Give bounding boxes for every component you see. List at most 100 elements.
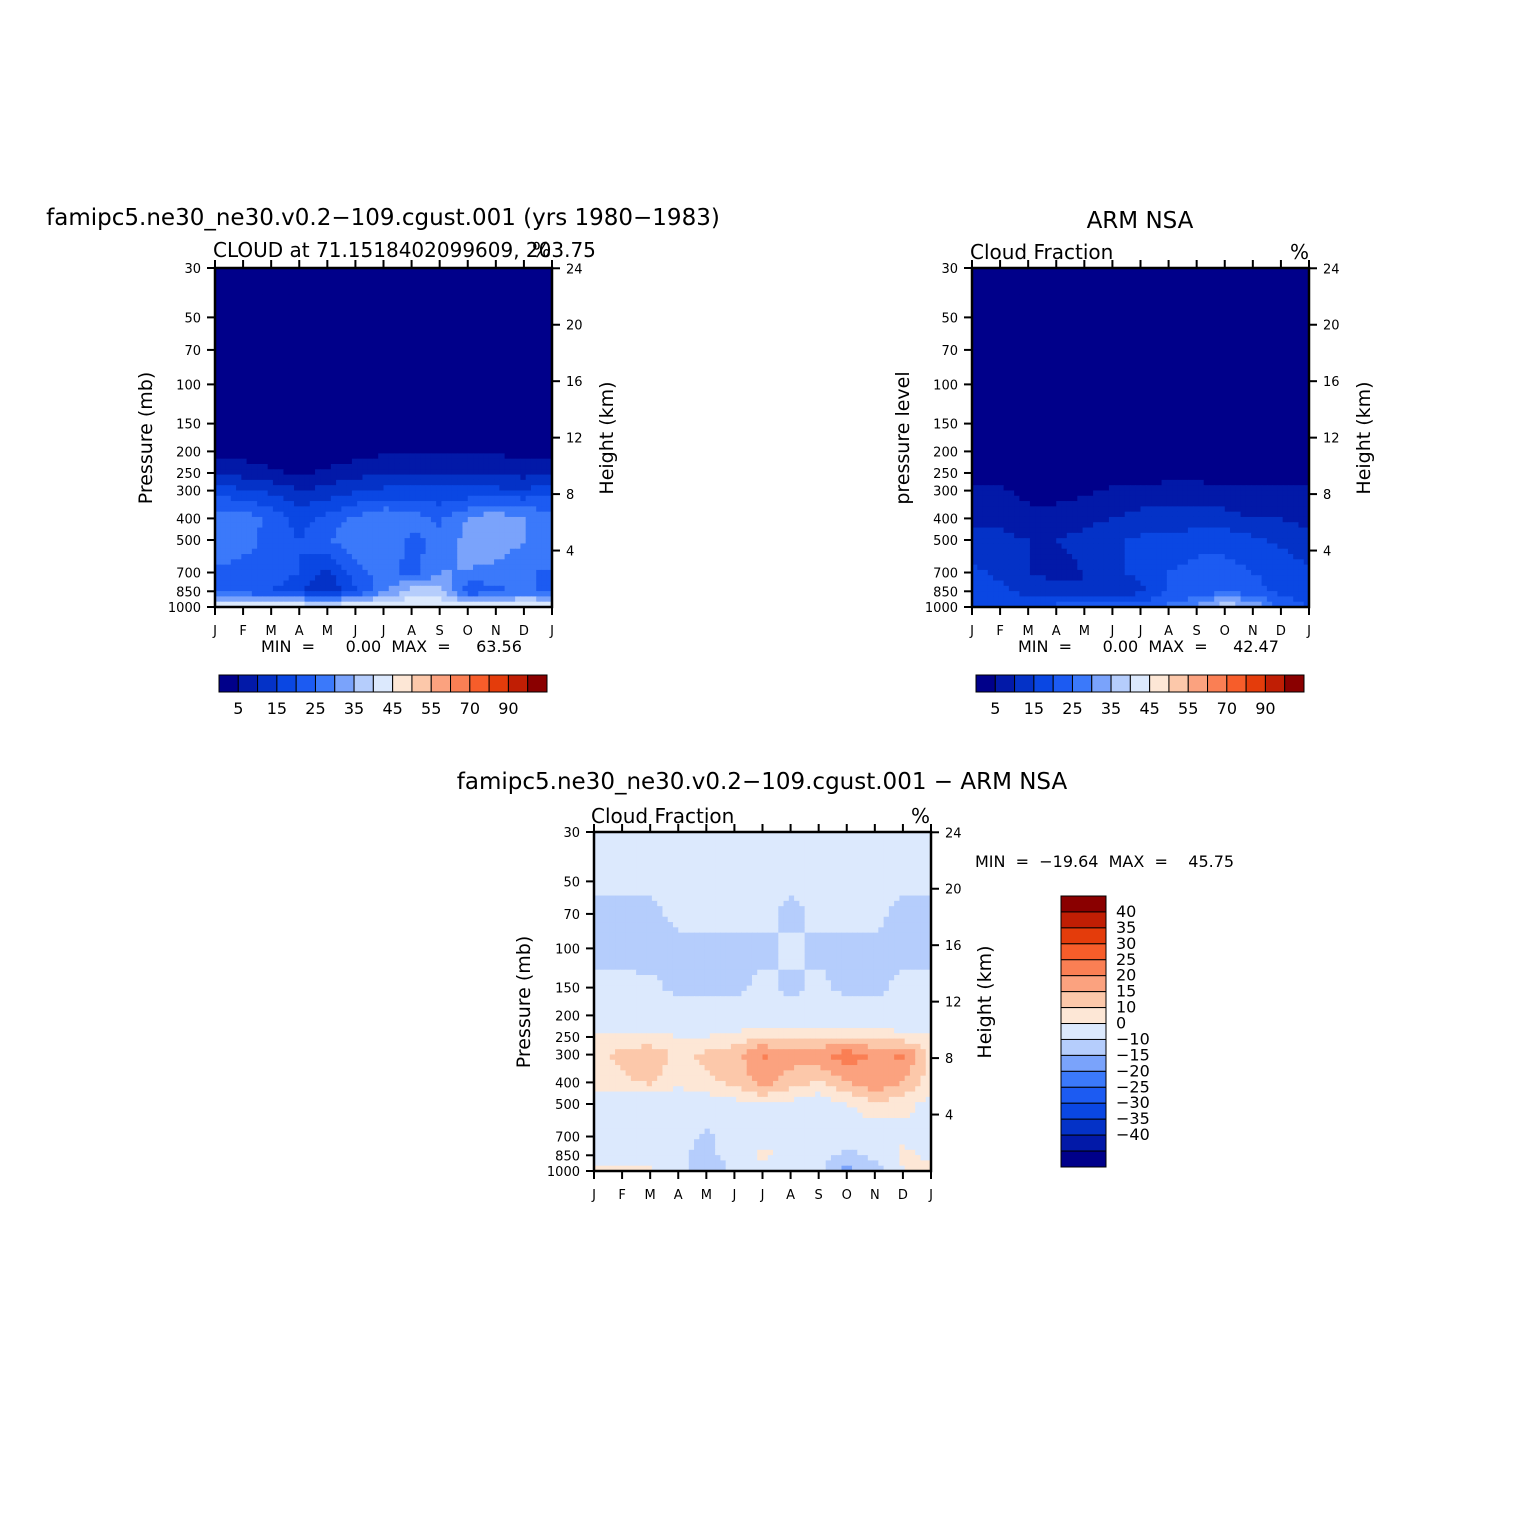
panel-model-cell [367, 347, 374, 354]
panel-obs-cell [972, 326, 978, 333]
panel-model-cell [278, 310, 285, 317]
panel-obs-cell [1193, 299, 1200, 306]
panel-model-cell [215, 543, 221, 550]
panel-model-cell [488, 516, 495, 523]
panel-obs-cell [1014, 294, 1020, 301]
panel-obs-cell [1182, 273, 1189, 280]
panel-model-cell [467, 490, 474, 497]
panel-model-cell [483, 490, 490, 497]
panel-model-cell [362, 543, 369, 550]
panel-model-cell [494, 474, 500, 481]
panel-model-cell [293, 575, 300, 582]
panel-model-cell [446, 294, 453, 301]
panel-model-cell [304, 532, 311, 539]
panel-model-cell [409, 474, 416, 481]
panel-model-cell [436, 283, 443, 290]
panel-model-cell [488, 320, 495, 327]
panel-model-cell [525, 289, 532, 296]
panel-model-cell [525, 575, 532, 582]
panel-obs-cell [1008, 331, 1015, 338]
panel-obs-cell [993, 305, 999, 311]
panel-model-cell [446, 495, 453, 502]
panel-obs-cell [1114, 326, 1121, 333]
panel-model-cell [357, 506, 364, 513]
panel-model-cell [246, 516, 253, 523]
panel-obs-cell [1098, 305, 1105, 311]
panel-model-cell [467, 289, 474, 296]
panel-model-cell [541, 416, 548, 423]
panel-model-cell [404, 442, 411, 449]
panel-model-cell [441, 368, 448, 375]
panel-model-cell [457, 315, 464, 322]
panel-model-cell [351, 506, 358, 513]
panel-model-cell [378, 564, 385, 571]
panel-model-cell [457, 411, 464, 417]
panel-model-cell [388, 559, 395, 566]
panel-model-cell [473, 320, 479, 327]
panel-model-cell [351, 305, 358, 311]
panel-model-cell [546, 294, 553, 301]
panel-model-cell [488, 315, 495, 322]
panel-model-cell [293, 426, 300, 433]
panel-obs-cell [1272, 268, 1279, 274]
panel-model-cell [520, 564, 527, 571]
panel-obs-cell [1166, 320, 1173, 327]
panel-model-cell [220, 310, 227, 317]
panel-model-cell [346, 426, 353, 433]
panel-model-cell [451, 310, 458, 317]
panel-model-cell [394, 368, 400, 375]
panel-model-cell [357, 453, 364, 460]
panel-model-cell [383, 554, 390, 560]
panel-obs-cell [1029, 305, 1036, 311]
panel-model-cell [399, 395, 406, 402]
panel-model-cell [272, 437, 279, 444]
panel-model-cell [251, 273, 258, 280]
panel-model-cell [267, 405, 274, 412]
panel-model-cell [257, 506, 263, 513]
panel-model-cell [215, 490, 221, 497]
panel-model-cell [288, 495, 295, 502]
panel-model-cell [357, 278, 364, 285]
panel-model-cell [409, 532, 416, 539]
panel-model-cell [230, 278, 237, 285]
panel-model-cell [346, 437, 353, 444]
panel-model-cell [388, 389, 395, 396]
panel-model-cell [362, 580, 369, 587]
panel-model-cell [546, 379, 553, 386]
panel-model-xtick-label: F [239, 624, 246, 639]
panel-model-cell [251, 437, 258, 444]
panel-obs-cell [1156, 289, 1163, 296]
panel-obs-cell [1235, 320, 1242, 327]
panel-model-cell [546, 326, 553, 333]
panel-model-cell [336, 347, 342, 354]
panel-model-cell [467, 336, 474, 343]
panel-model-cell [404, 384, 411, 391]
panel-model-cell [367, 548, 374, 555]
panel-obs-cell [1056, 278, 1063, 285]
panel-obs-cell [1198, 310, 1205, 317]
panel-obs-cell [1187, 294, 1194, 301]
panel-model-cell [299, 384, 306, 391]
panel-model-cell [420, 326, 427, 333]
panel-model-cell [473, 601, 479, 608]
panel-obs-cell [1187, 273, 1194, 280]
panel-model-cell [293, 469, 300, 476]
panel-obs-cell [1193, 273, 1200, 280]
panel-model-cell [336, 379, 342, 386]
panel-obs-cell [1114, 294, 1121, 301]
panel-model-cell [262, 469, 269, 476]
panel-model-cell [399, 495, 406, 502]
panel-model-cell [520, 405, 527, 412]
panel-model-cell [409, 501, 416, 507]
panel-model-cell [515, 278, 522, 285]
panel-model-cell [283, 373, 290, 380]
panel-model-cell [220, 442, 227, 449]
panel-model-cell [304, 342, 311, 349]
panel-obs-cell [993, 283, 999, 290]
panel-model-cell [336, 564, 342, 571]
panel-model-cell [257, 554, 263, 560]
panel-model-cell [420, 516, 427, 523]
panel-model-cell [499, 501, 506, 507]
panel-obs-cell [1029, 299, 1036, 306]
panel-model-cell [330, 501, 337, 507]
